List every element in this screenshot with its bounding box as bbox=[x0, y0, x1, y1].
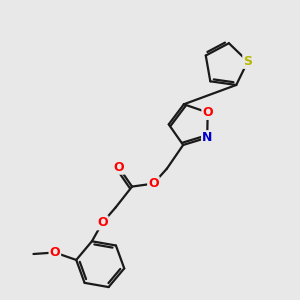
Text: O: O bbox=[50, 246, 60, 259]
Text: O: O bbox=[97, 216, 108, 229]
Text: N: N bbox=[202, 131, 212, 144]
Text: O: O bbox=[148, 177, 159, 190]
Text: S: S bbox=[243, 55, 252, 68]
Text: O: O bbox=[202, 106, 213, 119]
Text: O: O bbox=[113, 161, 124, 174]
